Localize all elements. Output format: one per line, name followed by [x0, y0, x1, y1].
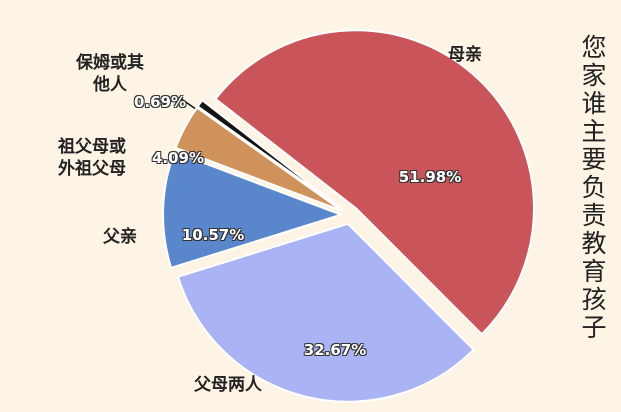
- pie-slice: [174, 106, 343, 212]
- pie-slice: [196, 98, 344, 211]
- value-label: 51.98%: [398, 168, 462, 186]
- slice-name: 保姆或其他人: [76, 53, 144, 95]
- value-label: 0.69%: [133, 93, 187, 111]
- value-label: 32.67%: [303, 341, 367, 359]
- value-label: 10.57%: [181, 226, 245, 244]
- pie-slice: [162, 150, 345, 270]
- chart-title: 您家谁主要负责教育孩子: [578, 34, 607, 342]
- pie-slice: [214, 29, 535, 336]
- slice-name: 父母两人: [194, 375, 262, 395]
- value-label: 4.09%: [151, 149, 205, 167]
- pie-slice: [176, 222, 476, 403]
- slice-name: 祖父母或外祖父母: [58, 137, 126, 179]
- slice-name: 母亲: [448, 45, 482, 65]
- slice-name: 父亲: [103, 227, 137, 247]
